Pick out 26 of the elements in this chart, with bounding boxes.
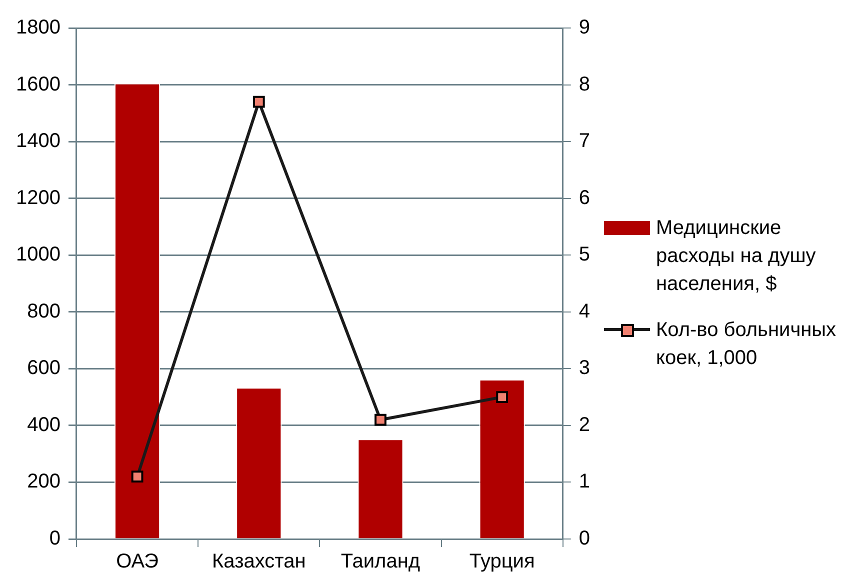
legend-label: Кол-во больничных коек, 1,000 (656, 318, 837, 370)
y-tick-label: 800 (27, 300, 60, 322)
x-tick-label: Таиланд (340, 550, 420, 573)
y2-tick-label: 2 (578, 414, 590, 436)
y-tick-label: 1200 (16, 186, 60, 209)
y-tick-label: 1000 (16, 244, 60, 266)
y2-tick-label: 8 (578, 73, 590, 96)
y2-tick-label: 9 (578, 16, 590, 39)
y-tick-label: 0 (49, 528, 60, 550)
y2-tick-label: 7 (578, 130, 590, 152)
y2-tick-label: 3 (578, 357, 590, 380)
y-tick-label: 600 (27, 357, 60, 380)
x-tick-label: Турция (469, 550, 535, 573)
legend-label: Медицинские расходы на душу населения, $ (656, 216, 817, 296)
y-tick-label: 400 (27, 414, 60, 436)
y-tick-label: 200 (27, 470, 60, 493)
y-tick-label: 1400 (16, 130, 60, 152)
y2-tick-label: 0 (578, 528, 590, 550)
y2-tick-label: 6 (578, 186, 590, 209)
y-tick-label: 1600 (16, 73, 60, 96)
y2-tick-label: 4 (578, 300, 590, 322)
x-tick-label: Казахстан (212, 550, 306, 573)
x-tick-label: ОАЭ (116, 550, 158, 573)
y-tick-label: 1800 (16, 16, 60, 39)
y2-tick-label: 5 (578, 244, 590, 266)
y2-tick-label: 1 (578, 470, 590, 493)
